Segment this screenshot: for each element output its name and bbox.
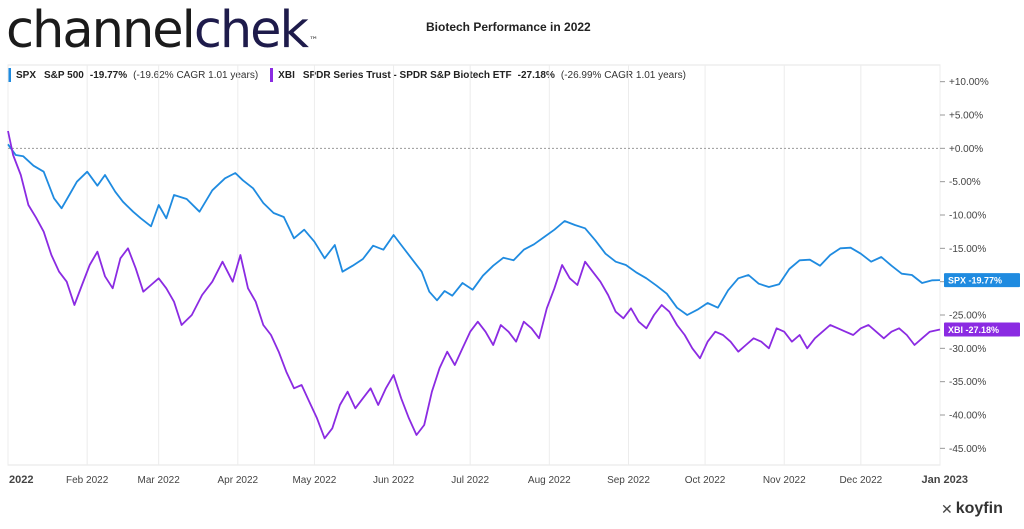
- channelchek-logo: channelchek ™: [6, 4, 318, 58]
- legend-return: -27.18%: [517, 69, 555, 81]
- legend-cagr: (-26.99% CAGR 1.01 years): [560, 69, 686, 81]
- x-tick-label: Jan 2023: [922, 474, 968, 486]
- y-tick-label: +5.00%: [949, 111, 983, 122]
- legend-item-xbi[interactable]: XBI SPDR Series Trust - SPDR S&P Biotech…: [270, 68, 686, 82]
- y-tick-label: -35.00%: [949, 377, 986, 388]
- x-tick-label: Feb 2022: [66, 475, 109, 486]
- end-label-spx: SPX -19.77%: [948, 276, 1002, 286]
- x-tick-label: Sep 2022: [607, 475, 650, 486]
- x-tick-label: Dec 2022: [839, 475, 882, 486]
- legend-return: -19.77%: [89, 69, 128, 81]
- x-tick-label: Nov 2022: [763, 475, 806, 486]
- y-tick-label: -45.00%: [949, 444, 986, 455]
- y-tick-label: -5.00%: [949, 177, 981, 188]
- legend-series-name: S&P 500: [44, 69, 84, 81]
- koyfin-wordmark: koyfin: [955, 500, 1003, 517]
- legend-swatch-spx: [8, 68, 11, 82]
- koyfin-brand: ✕ koyfin: [941, 500, 1003, 518]
- y-tick-label: -10.00%: [949, 211, 986, 222]
- end-label-badge-spx: [944, 273, 1020, 288]
- x-tick-label: Mar 2022: [138, 475, 181, 486]
- chart-title: Biotech Performance in 2022: [426, 20, 591, 34]
- x-tick-label: Aug 2022: [528, 475, 571, 486]
- y-tick-label: -30.00%: [949, 344, 986, 355]
- y-tick-label: -15.00%: [949, 244, 986, 255]
- x-tick-label: 2022: [9, 474, 33, 486]
- x-tick-label: Apr 2022: [218, 475, 259, 486]
- legend-series-name: SPDR Series Trust - SPDR S&P Biotech ETF: [302, 69, 512, 81]
- x-tick-label: May 2022: [292, 475, 336, 486]
- legend-cagr: (-19.62% CAGR 1.01 years): [133, 69, 259, 81]
- logo-part-channel: channel: [6, 1, 196, 60]
- logo-trademark: ™: [309, 36, 319, 46]
- legend-item-spx[interactable]: SPX S&P 500 -19.77% (-19.62% CAGR 1.01 y…: [8, 68, 258, 82]
- x-tick-label: Jul 2022: [451, 475, 489, 486]
- series-line-spx: [7, 143, 941, 316]
- y-tick-label: -25.00%: [949, 311, 986, 322]
- end-label-badge-xbi: [944, 322, 1020, 337]
- x-tick-label: Jun 2022: [373, 475, 415, 486]
- legend-ticker: SPX: [16, 69, 37, 81]
- logo-part-chek: chek: [193, 1, 309, 60]
- y-tick-label: +10.00%: [949, 77, 989, 88]
- y-tick-label: +0.00%: [949, 144, 983, 155]
- y-tick-label: -40.00%: [949, 411, 986, 422]
- plot-frame: [7, 64, 941, 466]
- koyfin-logo-icon: ✕: [941, 500, 953, 517]
- end-label-xbi: XBI -27.18%: [948, 325, 999, 335]
- legend-swatch-xbi: [270, 68, 274, 82]
- series-line-xbi: [7, 130, 941, 440]
- chart-legend: SPX S&P 500 -19.77% (-19.62% CAGR 1.01 y…: [8, 66, 698, 84]
- legend-ticker: XBI: [278, 69, 295, 81]
- x-tick-label: Oct 2022: [685, 475, 726, 486]
